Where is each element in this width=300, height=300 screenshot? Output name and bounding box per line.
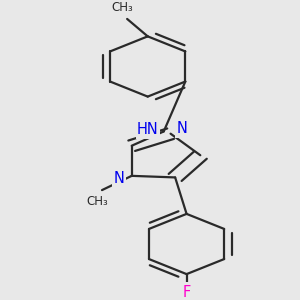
Text: N: N — [177, 122, 188, 136]
Text: F: F — [182, 285, 191, 300]
Text: CH₃: CH₃ — [112, 1, 134, 14]
Text: HN: HN — [137, 122, 159, 137]
Text: N: N — [113, 171, 124, 186]
Text: CH₃: CH₃ — [86, 195, 108, 208]
